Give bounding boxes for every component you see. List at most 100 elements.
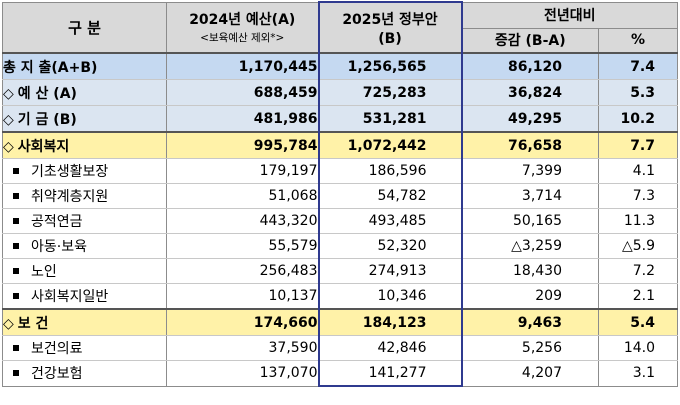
cell-diff: 5,256 bbox=[461, 335, 599, 361]
cell-pct: 5.3 bbox=[598, 79, 678, 106]
cell-2024-budget: 1,170,445 bbox=[166, 52, 319, 80]
cell-diff: 76,658 bbox=[461, 131, 599, 159]
cell-2025-proposal: 1,256,565 bbox=[317, 52, 463, 80]
row-label: 보건의료 bbox=[2, 335, 167, 361]
cell-diff: 9,463 bbox=[461, 308, 599, 336]
row-label: 아동·보육 bbox=[2, 233, 167, 259]
square-bullet-icon bbox=[13, 293, 19, 299]
table-row: 노인 256,483 274,913 18,430 7.2 bbox=[2, 258, 678, 284]
header-yoy-group: 전년대비 bbox=[461, 1, 678, 29]
table-row: ◇ 기 금 (B) 481,986 531,281 49,295 10.2 bbox=[2, 105, 678, 133]
cell-2025-proposal: 52,320 bbox=[317, 233, 463, 259]
header-diff: 증감 (B-A) bbox=[461, 28, 599, 54]
square-bullet-icon bbox=[13, 193, 19, 199]
cell-pct: 10.2 bbox=[598, 105, 678, 133]
cell-2024-budget: 995,784 bbox=[166, 131, 319, 159]
cell-diff: 50,165 bbox=[461, 208, 599, 234]
row-label: 노인 bbox=[2, 258, 167, 284]
cell-diff: △3,259 bbox=[461, 233, 599, 259]
diamond-marker-icon: ◇ bbox=[3, 111, 14, 128]
row-label-text: 총 지 출(A+B) bbox=[3, 59, 98, 76]
cell-2025-proposal: 42,846 bbox=[317, 335, 463, 361]
row-label-text: 기초생활보장 bbox=[31, 164, 109, 180]
cell-2024-budget: 51,068 bbox=[166, 183, 319, 209]
diamond-marker-icon: ◇ bbox=[3, 138, 14, 155]
row-label-text: 공적연금 bbox=[31, 214, 83, 230]
row-label: 사회복지일반 bbox=[2, 283, 167, 310]
cell-2025-proposal: 141,277 bbox=[317, 360, 463, 387]
cell-diff: 4,207 bbox=[461, 360, 599, 387]
cell-diff: 3,714 bbox=[461, 183, 599, 209]
cell-2024-budget: 174,660 bbox=[166, 308, 319, 336]
header-2025-proposal: 2025년 정부안 (B) bbox=[317, 1, 463, 54]
cell-2025-proposal: 725,283 bbox=[317, 79, 463, 106]
row-label-text: 사회복지일반 bbox=[31, 289, 109, 305]
row-label-text: 취약계층지원 bbox=[31, 189, 109, 205]
cell-2024-budget: 37,590 bbox=[166, 335, 319, 361]
square-bullet-icon bbox=[13, 370, 19, 377]
header-2024-note: <보육예산 제외*> bbox=[200, 32, 285, 45]
square-bullet-icon bbox=[13, 268, 19, 274]
cell-pct: 3.1 bbox=[598, 360, 678, 387]
diamond-marker-icon: ◇ bbox=[3, 85, 14, 102]
cell-2025-proposal: 274,913 bbox=[317, 258, 463, 284]
header-category: 구 분 bbox=[2, 1, 167, 54]
row-label-text: 건강보험 bbox=[31, 366, 83, 383]
cell-pct: 2.1 bbox=[598, 283, 678, 310]
row-label: 기초생활보장 bbox=[2, 158, 167, 184]
row-label: ◇ 예 산 (A) bbox=[2, 79, 167, 106]
header-2024-label: 2024년 예산(A) bbox=[189, 12, 296, 29]
row-label: ◇ 기 금 (B) bbox=[2, 105, 167, 133]
row-label: 공적연금 bbox=[2, 208, 167, 234]
cell-2025-proposal: 10,346 bbox=[317, 283, 463, 310]
table-row: 아동·보육 55,579 52,320 △3,259 △5.9 bbox=[2, 233, 678, 259]
header-pct: % bbox=[598, 28, 678, 54]
header-2025-label: 2025년 정부안 bbox=[342, 11, 438, 28]
row-label-text: 아동·보육 bbox=[31, 239, 87, 255]
cell-pct: 7.4 bbox=[598, 52, 678, 80]
row-label-text: 보 건 bbox=[17, 315, 49, 332]
cell-diff: 86,120 bbox=[461, 52, 599, 80]
diamond-marker-icon: ◇ bbox=[3, 315, 14, 332]
row-label-text: 노인 bbox=[31, 264, 57, 280]
cell-pct: 7.3 bbox=[598, 183, 678, 209]
cell-2024-budget: 688,459 bbox=[166, 79, 319, 106]
header-2025-sub: (B) bbox=[378, 30, 402, 47]
cell-diff: 36,824 bbox=[461, 79, 599, 106]
square-bullet-icon bbox=[13, 168, 19, 174]
cell-pct: 7.2 bbox=[598, 258, 678, 284]
cell-pct: △5.9 bbox=[598, 233, 678, 259]
cell-2025-proposal: 54,782 bbox=[317, 183, 463, 209]
table-row: 취약계층지원 51,068 54,782 3,714 7.3 bbox=[2, 183, 678, 209]
table-row: 총 지 출(A+B) 1,170,445 1,256,565 86,120 7.4 bbox=[2, 52, 678, 80]
cell-pct: 11.3 bbox=[598, 208, 678, 234]
square-bullet-icon bbox=[13, 243, 19, 249]
cell-2024-budget: 137,070 bbox=[166, 360, 319, 387]
cell-2024-budget: 256,483 bbox=[166, 258, 319, 284]
square-bullet-icon bbox=[13, 345, 19, 351]
row-label: ◇ 사회복지 bbox=[2, 131, 167, 159]
table-row: ◇ 예 산 (A) 688,459 725,283 36,824 5.3 bbox=[2, 79, 678, 106]
cell-2024-budget: 443,320 bbox=[166, 208, 319, 234]
row-label-text: 예 산 (A) bbox=[17, 85, 77, 102]
row-label: 건강보험 bbox=[2, 360, 167, 387]
cell-diff: 7,399 bbox=[461, 158, 599, 184]
cell-2024-budget: 10,137 bbox=[166, 283, 319, 310]
header-2024-budget: 2024년 예산(A) <보육예산 제외*> bbox=[166, 1, 319, 54]
cell-pct: 4.1 bbox=[598, 158, 678, 184]
cell-2024-budget: 179,197 bbox=[166, 158, 319, 184]
row-label: 총 지 출(A+B) bbox=[2, 52, 167, 80]
budget-table-body: 총 지 출(A+B) 1,170,445 1,256,565 86,120 7.4 ◇ 예 … bbox=[2, 52, 678, 387]
cell-diff: 49,295 bbox=[461, 105, 599, 133]
table-row: 사회복지일반 10,137 10,346 209 2.1 bbox=[2, 283, 678, 310]
row-label-text: 보건의료 bbox=[31, 341, 83, 357]
cell-diff: 18,430 bbox=[461, 258, 599, 284]
table-row: 공적연금 443,320 493,485 50,165 11.3 bbox=[2, 208, 678, 234]
table-row: ◇ 보 건 174,660 184,123 9,463 5.4 bbox=[2, 308, 678, 336]
cell-2024-budget: 55,579 bbox=[166, 233, 319, 259]
square-bullet-icon bbox=[13, 218, 19, 224]
cell-diff: 209 bbox=[461, 283, 599, 310]
cell-pct: 14.0 bbox=[598, 335, 678, 361]
cell-pct: 5.4 bbox=[598, 308, 678, 336]
row-label: 취약계층지원 bbox=[2, 183, 167, 209]
